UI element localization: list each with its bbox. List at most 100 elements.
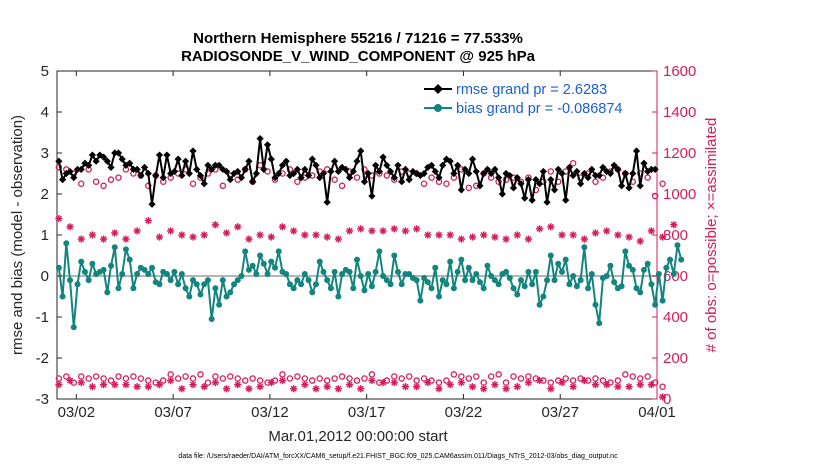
rmse-point [282,157,290,165]
bias-point [149,264,156,271]
bias-point [663,264,670,271]
rmse-point [584,174,592,182]
bias-point [234,277,241,284]
y-right-tick-label: 800 [663,227,688,244]
bias-point [320,268,327,275]
rmse-point [617,182,626,190]
rmse-point [260,165,268,173]
bias-point [596,320,603,327]
bias-point [469,277,476,284]
rmse-point [222,167,231,176]
rmse-point [353,157,361,165]
obs-possible-marker [353,174,361,181]
obs-assimilated-marker [513,231,521,239]
bias-point [283,270,290,277]
obs-assimilated-marker [647,227,656,235]
rmse-point [129,165,137,173]
rmse-point [256,135,264,143]
obs-assimilated-marker [502,235,510,243]
obs-assimilated-marker [155,233,164,241]
obs-assimilated-marker [636,237,644,245]
series-lines [55,135,685,331]
bias-point [104,289,111,296]
bias-point [193,281,200,288]
bias-point [618,283,625,290]
y-right-tick-label: 1200 [663,145,696,162]
bias-point [648,281,655,288]
rmse-point [450,169,458,178]
rmse-point [506,171,514,180]
bias-point [514,291,521,298]
bias-point [156,281,163,288]
bias-point [603,273,610,279]
bias-point [175,281,182,288]
rmse-point [301,165,309,173]
obs-assimilated-marker-low [524,379,533,387]
bias-point [450,285,457,292]
legend-box [420,77,652,121]
y-tick-label: -3 [36,391,49,408]
rmse-point [170,167,178,176]
obs-possible-marker [361,166,368,173]
rmse-point [99,153,108,161]
y-tick-label: 2 [41,186,49,203]
rmse-point [446,157,454,165]
rmse-point [297,174,305,182]
y-tick-label: -2 [36,350,49,367]
rmse-point [491,165,499,173]
bias-point [63,240,70,247]
bias-point [611,279,618,286]
obs-assimilated-marker-low [547,385,555,393]
y-right-tick-label: 0 [663,391,671,408]
bias-point [394,268,401,275]
rmse-point [591,171,600,180]
obs-assimilated-marker [468,233,477,241]
rmse-point [647,165,656,173]
rmse-point [211,161,219,169]
bias-point [223,293,230,300]
rmse-point [245,157,253,165]
obs-assimilated-marker-low [301,381,309,389]
obs-assimilated-marker-low [144,383,152,391]
bias-point [130,285,137,292]
bias-point [573,283,580,290]
obs-possible-marker [465,184,473,192]
obs-assimilated-marker-low [379,379,387,387]
y-tick-label: -1 [36,309,49,326]
obs-assimilated-marker [457,235,465,243]
rmse-point [312,161,320,169]
obs-possible-marker-low [197,371,204,378]
rmse-point [562,196,570,204]
rmse-point [349,167,357,176]
rmse-point [181,157,190,165]
obs-assimilated-marker [111,229,119,237]
obs-possible-marker-low [294,373,301,380]
rmse-point [304,171,313,180]
obs-assimilated-marker [569,231,577,239]
bias-point [115,285,122,292]
obs-assimilated-marker [278,223,287,231]
y-tick-label: 4 [41,104,49,121]
rmse-point [435,174,443,182]
bias-point [447,258,454,265]
obs-assimilated-marker-low [614,383,622,391]
y-right-tick-label: 1400 [663,104,696,121]
obs-assimilated-marker-low [569,383,577,391]
obs-assimilated-marker-low [99,381,108,389]
bias-point [182,285,189,292]
bias-point [122,246,129,253]
bias-point [484,262,491,269]
rmse-point [73,165,82,173]
rmse-point [636,182,644,190]
obs-possible-marker [219,182,227,190]
y-right-tick-label: 1600 [663,63,696,80]
rmse-point [595,171,603,180]
rmse-point [267,155,275,163]
bias-point [424,279,431,286]
obs-assimilated-marker-low [245,385,253,393]
obs-assimilated-marker [480,231,488,239]
bias-point [503,268,510,275]
bias-point [100,266,107,273]
rmse-point [651,165,659,173]
bias-point [495,281,502,288]
